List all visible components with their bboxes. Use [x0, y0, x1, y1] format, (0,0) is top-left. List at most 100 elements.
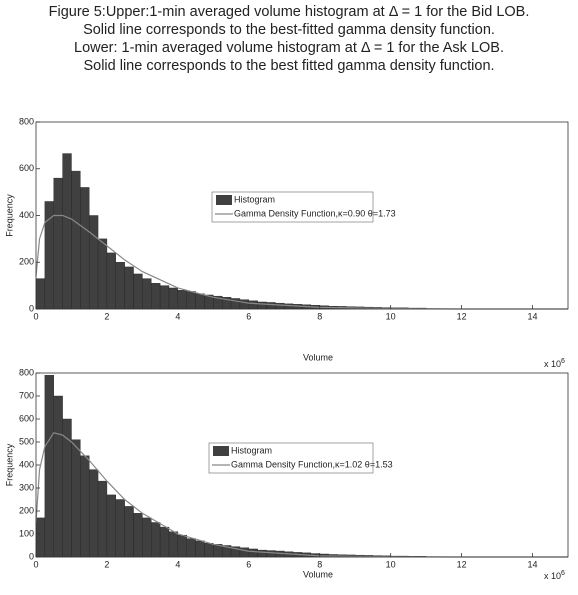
y-tick-label: 600: [19, 163, 34, 173]
density-line: [35, 432, 568, 558]
x-tick-label: 8: [317, 311, 322, 321]
histogram-bar: [186, 538, 196, 558]
legend-label: Gamma Density Function,κ=0.90 θ=1.73: [234, 208, 396, 218]
x-tick-label: 6: [246, 559, 251, 569]
y-tick-label: 200: [19, 505, 34, 515]
histogram-bar: [88, 469, 99, 558]
histogram-bar: [159, 526, 170, 558]
x-scale-base: x 10: [544, 571, 561, 581]
histogram-bar: [44, 375, 54, 558]
x-tick-label: 10: [386, 311, 396, 321]
histogram-bar: [124, 266, 134, 310]
density-line: [35, 214, 568, 310]
x-scale-base: x 10: [544, 359, 561, 369]
y-tick-label: 0: [29, 551, 34, 561]
histogram-bar: [62, 418, 72, 558]
histogram-bar: [195, 540, 205, 558]
x-axis-label: Volume: [303, 352, 333, 362]
legend-swatch: [216, 195, 232, 205]
legend-label: Histogram: [234, 194, 275, 204]
legend-swatch: [213, 446, 229, 456]
y-tick-label: 0: [29, 303, 34, 313]
y-tick-label: 700: [19, 390, 34, 400]
histogram-bar: [195, 293, 205, 310]
x-tick-label: 10: [386, 559, 396, 569]
histogram-bar: [80, 187, 90, 310]
x-scale-power: 6: [561, 358, 565, 365]
y-tick-label: 800: [19, 367, 34, 377]
x-tick-label: 12: [457, 311, 467, 321]
legend-label: Histogram: [231, 445, 272, 455]
y-tick-label: 600: [19, 413, 34, 423]
histogram-bar: [257, 549, 267, 558]
x-scale-label: x 106: [544, 358, 565, 370]
histogram-bar: [35, 278, 46, 310]
histogram-bar: [177, 290, 187, 310]
caption-line: Solid line corresponds to the best fitte…: [83, 58, 494, 74]
histogram-bar: [106, 252, 117, 310]
histogram-bar: [53, 177, 63, 310]
histogram-bar: [88, 215, 99, 310]
x-tick-label: 4: [175, 559, 180, 569]
histogram-bar: [97, 238, 108, 310]
y-tick-label: 400: [19, 210, 34, 220]
histogram-bar: [115, 499, 125, 558]
histogram-bar: [284, 303, 294, 310]
x-tick-label: 14: [528, 559, 538, 569]
x-tick-label: 8: [317, 559, 322, 569]
histogram-bar: [257, 301, 267, 310]
histogram-bar: [239, 299, 250, 310]
histogram-bar: [266, 550, 276, 558]
x-tick-label: 2: [104, 559, 109, 569]
histogram-bar: [159, 285, 170, 310]
y-tick-label: 200: [19, 257, 34, 267]
legend-box: [211, 191, 374, 223]
x-scale-power: 6: [561, 570, 565, 577]
histogram-bar: [80, 455, 90, 558]
x-tick-label: 6: [246, 311, 251, 321]
x-tick-label: 2: [104, 311, 109, 321]
histogram-bar: [62, 153, 72, 310]
y-tick-label: 400: [19, 459, 34, 469]
caption-line: Lower: 1-min averaged volume histogram a…: [74, 40, 504, 56]
caption-line: Figure 5:Upper:1-min averaged volume his…: [49, 4, 530, 20]
x-tick-label: 14: [528, 311, 538, 321]
histogram-bar: [142, 278, 152, 310]
histogram-bar: [124, 506, 134, 558]
legend-label: Gamma Density Function,κ=1.02 θ=1.53: [231, 459, 393, 469]
x-axis-label: Volume: [303, 569, 333, 579]
histogram-bar: [177, 534, 187, 558]
caption-line: Solid line corresponds to the best-fitte…: [83, 22, 495, 38]
x-tick-label: 12: [457, 559, 467, 569]
histogram-bar: [248, 548, 258, 558]
y-tick-label: 100: [19, 528, 34, 538]
x-tick-label: 0: [33, 559, 38, 569]
histogram-bar: [53, 395, 63, 558]
histogram-bar: [151, 522, 161, 558]
y-tick-label: 800: [19, 116, 34, 126]
histogram-bar: [133, 513, 143, 558]
legend: Histogram Gamma Density Function,κ=1.02 θ…: [208, 442, 393, 474]
y-axis-label: Frequency: [4, 443, 14, 486]
histogram-bar: [44, 201, 54, 310]
legend: Histogram Gamma Density Function,κ=0.90 θ…: [211, 191, 396, 223]
y-axis-label: Frequency: [4, 194, 14, 237]
x-scale-label: x 106: [544, 570, 565, 582]
y-tick-label: 300: [19, 482, 34, 492]
x-tick-label: 0: [33, 311, 38, 321]
histogram-bar: [71, 439, 81, 558]
histogram-bar: [186, 291, 196, 310]
histogram-bar: [97, 480, 108, 558]
histogram-bar: [133, 273, 143, 310]
histogram-bar: [106, 494, 117, 558]
x-tick-label: 4: [175, 311, 180, 321]
histogram-bar: [151, 283, 161, 310]
legend-box: [208, 442, 374, 474]
histogram-bar: [248, 300, 258, 310]
histogram-bar: [266, 302, 276, 310]
histogram-bar: [275, 302, 285, 310]
histogram-bar: [71, 170, 81, 310]
histogram-bar: [115, 262, 125, 310]
histogram-bar: [142, 517, 152, 558]
